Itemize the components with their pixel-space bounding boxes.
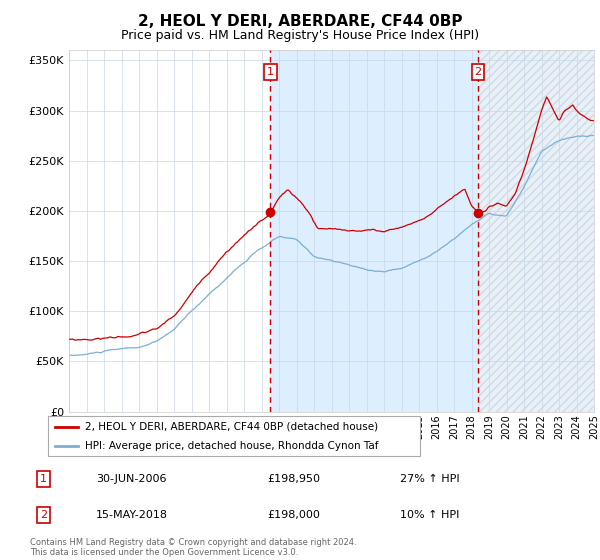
- Text: 2: 2: [40, 510, 47, 520]
- Text: 10% ↑ HPI: 10% ↑ HPI: [400, 510, 459, 520]
- Text: 15-MAY-2018: 15-MAY-2018: [96, 510, 168, 520]
- Text: £198,000: £198,000: [268, 510, 320, 520]
- Text: 1: 1: [40, 474, 47, 484]
- Text: 2: 2: [475, 67, 482, 77]
- Text: 2, HEOL Y DERI, ABERDARE, CF44 0BP (detached house): 2, HEOL Y DERI, ABERDARE, CF44 0BP (deta…: [85, 422, 379, 432]
- Text: 1: 1: [267, 67, 274, 77]
- FancyBboxPatch shape: [48, 416, 420, 456]
- Text: Price paid vs. HM Land Registry's House Price Index (HPI): Price paid vs. HM Land Registry's House …: [121, 29, 479, 42]
- Bar: [478, 50, 594, 412]
- Bar: [270, 50, 478, 412]
- Text: 30-JUN-2006: 30-JUN-2006: [96, 474, 167, 484]
- Text: HPI: Average price, detached house, Rhondda Cynon Taf: HPI: Average price, detached house, Rhon…: [85, 441, 379, 450]
- Bar: [478, 50, 594, 412]
- Text: Contains HM Land Registry data © Crown copyright and database right 2024.
This d: Contains HM Land Registry data © Crown c…: [30, 538, 356, 557]
- Text: 27% ↑ HPI: 27% ↑ HPI: [400, 474, 460, 484]
- Text: £198,950: £198,950: [268, 474, 320, 484]
- Text: 2, HEOL Y DERI, ABERDARE, CF44 0BP: 2, HEOL Y DERI, ABERDARE, CF44 0BP: [138, 14, 462, 29]
